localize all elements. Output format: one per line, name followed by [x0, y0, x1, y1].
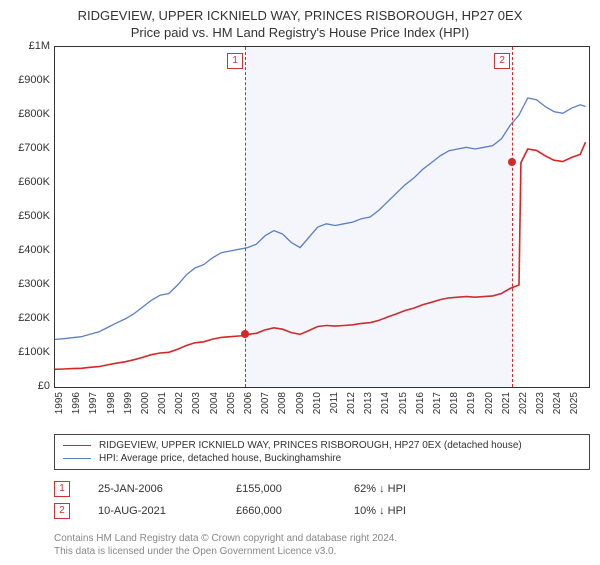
legend: RIDGEVIEW, UPPER ICKNIELD WAY, PRINCES R… — [54, 434, 590, 470]
event-delta: 62% ↓ HPI — [354, 483, 406, 495]
event-price: £660,000 — [236, 505, 326, 517]
x-tick: 2004 — [209, 392, 220, 414]
event-table: 1 25-JAN-2006 £155,000 62% ↓ HPI 2 10-AUG-202… — [54, 478, 590, 522]
y-tick: £200K — [18, 312, 50, 324]
event-price: £155,000 — [236, 483, 326, 495]
x-tick: 2025 — [569, 392, 580, 414]
x-axis: 1995 1996 1997 1998 1999 2000 2001 2002 2003 2004… — [54, 388, 590, 424]
x-tick: 2012 — [346, 392, 357, 414]
y-tick: £100K — [18, 346, 50, 358]
x-tick: 2002 — [174, 392, 185, 414]
legend-swatch — [63, 458, 91, 459]
plot-area: 12 — [54, 46, 590, 388]
event-marker-box: 1 — [227, 53, 243, 69]
title-line-1: RIDGEVIEW, UPPER ICKNIELD WAY, PRINCES R… — [10, 8, 590, 25]
plot-row: £0£100K£200K£300K£400K£500K£600K£700K£80… — [10, 46, 590, 388]
x-tick: 2009 — [295, 392, 306, 414]
chart-title: RIDGEVIEW, UPPER ICKNIELD WAY, PRINCES R… — [10, 8, 590, 42]
legend-row: HPI: Average price, detached house, Buck… — [63, 452, 581, 465]
shade-region — [245, 47, 512, 387]
x-tick: 2001 — [157, 392, 168, 414]
y-tick: £400K — [18, 244, 50, 256]
x-tick: 2013 — [363, 392, 374, 414]
x-tick: 1998 — [106, 392, 117, 414]
chart-container: RIDGEVIEW, UPPER ICKNIELD WAY, PRINCES R… — [0, 0, 600, 565]
y-tick: £800K — [18, 108, 50, 120]
x-tick: 2017 — [432, 392, 443, 414]
event-number-box: 1 — [54, 481, 70, 497]
event-row: 1 25-JAN-2006 £155,000 62% ↓ HPI — [54, 478, 590, 500]
legend-row: RIDGEVIEW, UPPER ICKNIELD WAY, PRINCES R… — [63, 439, 581, 452]
legend-swatch — [63, 445, 91, 446]
x-tick: 2021 — [501, 392, 512, 414]
x-tick: 2011 — [329, 392, 340, 414]
x-tick: 1999 — [123, 392, 134, 414]
y-tick: £900K — [18, 74, 50, 86]
x-tick: 2015 — [398, 392, 409, 414]
x-tick: 2024 — [552, 392, 563, 414]
x-tick: 1995 — [54, 392, 65, 414]
x-tick: 2016 — [415, 392, 426, 414]
y-axis: £0£100K£200K£300K£400K£500K£600K£700K£80… — [10, 46, 54, 386]
legend-label: RIDGEVIEW, UPPER ICKNIELD WAY, PRINCES R… — [99, 440, 522, 451]
x-tick: 1996 — [71, 392, 82, 414]
y-tick: £1M — [29, 40, 50, 52]
y-tick: £600K — [18, 176, 50, 188]
x-tick: 2022 — [518, 392, 529, 414]
y-tick: £500K — [18, 210, 50, 222]
x-tick: 2019 — [466, 392, 477, 414]
event-number-box: 2 — [54, 503, 70, 519]
title-line-2: Price paid vs. HM Land Registry's House … — [10, 25, 590, 42]
event-delta: 10% ↓ HPI — [354, 505, 406, 517]
event-row: 2 10-AUG-2021 £660,000 10% ↓ HPI — [54, 500, 590, 522]
x-tick: 2003 — [191, 392, 202, 414]
x-tick: 2005 — [226, 392, 237, 414]
x-tick: 2020 — [484, 392, 495, 414]
footer-line-2: This data is licensed under the Open Gov… — [54, 545, 590, 559]
event-marker-box: 2 — [494, 53, 510, 69]
x-tick: 2010 — [312, 392, 323, 414]
x-tick: 2008 — [277, 392, 288, 414]
x-tick: 2023 — [535, 392, 546, 414]
x-tick: 2007 — [260, 392, 271, 414]
footer: Contains HM Land Registry data © Crown c… — [54, 532, 590, 559]
event-dot — [241, 330, 249, 338]
x-tick: 2014 — [380, 392, 391, 414]
event-date: 10-AUG-2021 — [98, 505, 208, 517]
y-tick: £0 — [38, 380, 50, 392]
footer-line-1: Contains HM Land Registry data © Crown c… — [54, 532, 590, 546]
y-tick: £300K — [18, 278, 50, 290]
legend-label: HPI: Average price, detached house, Buck… — [99, 453, 341, 464]
event-date: 25-JAN-2006 — [98, 483, 208, 495]
event-vline — [512, 47, 513, 387]
x-tick: 2000 — [140, 392, 151, 414]
event-dot — [508, 158, 516, 166]
x-tick: 2018 — [449, 392, 460, 414]
x-tick: 2006 — [243, 392, 254, 414]
x-tick: 1997 — [88, 392, 99, 414]
y-tick: £700K — [18, 142, 50, 154]
